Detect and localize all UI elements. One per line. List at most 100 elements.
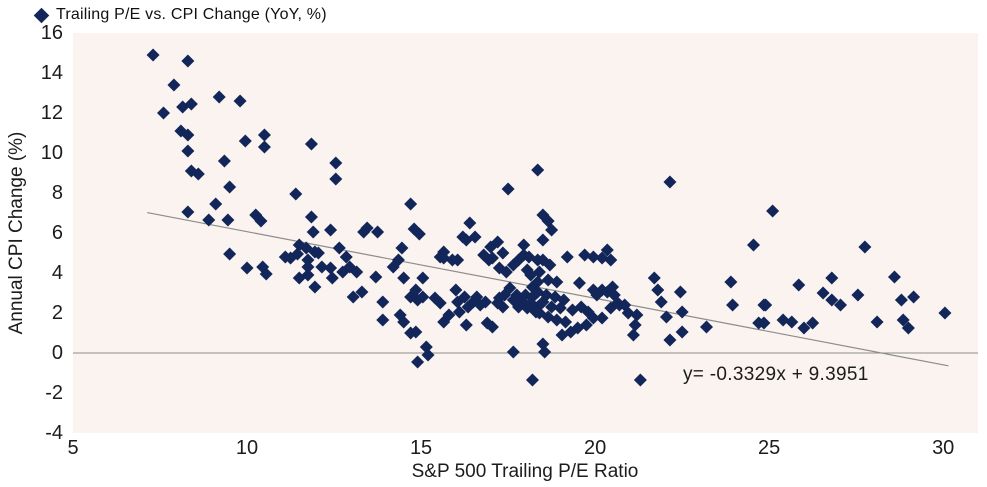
scatter-point	[499, 265, 513, 279]
legend-diamond-icon	[33, 7, 50, 23]
scatter-point	[146, 48, 160, 62]
scatter-point	[726, 298, 740, 312]
scatter-point	[633, 373, 647, 387]
scatter-point	[496, 300, 510, 314]
y-tick-label: 6	[51, 222, 63, 244]
scatter-point	[369, 270, 383, 284]
scatter-point	[301, 260, 315, 274]
scatter-point	[259, 267, 273, 281]
scatter-point	[485, 251, 499, 265]
scatter-point	[675, 325, 689, 339]
scatter-point	[257, 140, 271, 154]
scatter-point	[167, 78, 181, 92]
scatter-point	[355, 285, 369, 299]
scatter-point	[451, 253, 465, 267]
scatter-point	[181, 144, 195, 158]
scatter-point	[555, 328, 569, 342]
scatter-point	[700, 320, 713, 334]
scatter-point	[409, 283, 423, 297]
y-tick-label: -2	[45, 382, 63, 404]
scatter-point	[797, 321, 811, 335]
scatter-point	[437, 251, 451, 265]
scatter-point	[896, 313, 910, 327]
scatter-point	[238, 134, 252, 148]
scatter-point	[301, 253, 315, 267]
scatter-point	[724, 275, 738, 289]
scatter-point	[308, 280, 322, 294]
scatter-point	[449, 283, 463, 297]
scatter-point	[604, 253, 618, 267]
scatter-point	[524, 296, 538, 310]
y-tick-label: 8	[51, 182, 63, 204]
scatter-point	[759, 298, 773, 312]
trendline-equation-label: y= -0.3329x + 9.3951	[683, 364, 869, 385]
x-tick-label: 30	[932, 437, 955, 459]
scatter-point	[202, 213, 216, 227]
scatter-point	[673, 285, 687, 299]
scatter-point	[776, 313, 790, 327]
scatter-point	[525, 373, 539, 387]
scatter-point	[659, 310, 673, 324]
scatter-point	[404, 197, 418, 211]
x-tick-label: 10	[235, 437, 259, 459]
scatter-point	[496, 246, 510, 260]
scatter-point	[217, 154, 231, 168]
scatter-point	[816, 286, 830, 300]
scatter-point	[524, 268, 538, 282]
y-tick-label: 10	[40, 142, 63, 164]
scatter-point	[501, 182, 515, 196]
scatter-plot-svg	[73, 48, 978, 387]
scatter-point	[325, 271, 339, 285]
scatter-point	[550, 275, 564, 289]
scatter-point	[184, 164, 198, 178]
scatter-point	[586, 311, 600, 325]
legend-label: Trailing P/E vs. CPI Change (YoY, %)	[56, 6, 327, 23]
scatter-point	[595, 311, 609, 325]
scatter-point	[907, 290, 921, 304]
scatter-point	[485, 320, 499, 334]
scatter-point	[257, 128, 271, 142]
scatter-point	[433, 296, 447, 310]
scatter-point	[409, 325, 423, 339]
scatter-point	[301, 268, 315, 282]
scatter-point	[181, 205, 195, 219]
scatter-point	[543, 258, 557, 272]
trendline	[147, 211, 949, 367]
scatter-point	[572, 276, 586, 290]
scatter-point	[223, 180, 237, 194]
scatter-point	[376, 313, 390, 327]
y-tick-label: 4	[51, 262, 63, 284]
x-tick-label: 15	[409, 437, 433, 459]
scatter-point	[191, 167, 205, 181]
scatter-point	[553, 301, 567, 315]
scatter-point	[532, 306, 546, 320]
scatter-point	[416, 271, 430, 285]
scatter-point	[600, 243, 614, 257]
scatter-point	[851, 288, 865, 302]
scatter-point	[752, 316, 766, 330]
scatter-point	[870, 315, 884, 329]
scatter-point	[834, 298, 848, 312]
scatter-point	[395, 241, 409, 255]
scatter-point	[536, 295, 550, 309]
scatter-point	[858, 240, 872, 254]
scatter-point	[254, 214, 268, 228]
scatter-point	[157, 106, 170, 120]
scatter-point	[371, 225, 385, 239]
scatter-point	[240, 261, 254, 275]
scatter-point	[304, 210, 318, 224]
scatter-point	[503, 281, 517, 295]
scatter-point	[463, 216, 477, 230]
scatter-point	[628, 318, 642, 332]
scatter-point	[630, 308, 644, 322]
y-tick-label: 12	[40, 102, 63, 124]
scatter-point	[663, 333, 677, 347]
scatter-point	[221, 213, 235, 227]
scatter-point	[459, 318, 473, 332]
scatter-point	[304, 137, 318, 151]
scatter-point	[806, 316, 820, 330]
scatter-point	[545, 300, 559, 314]
scatter-point	[284, 251, 298, 265]
scatter-point	[647, 271, 661, 285]
